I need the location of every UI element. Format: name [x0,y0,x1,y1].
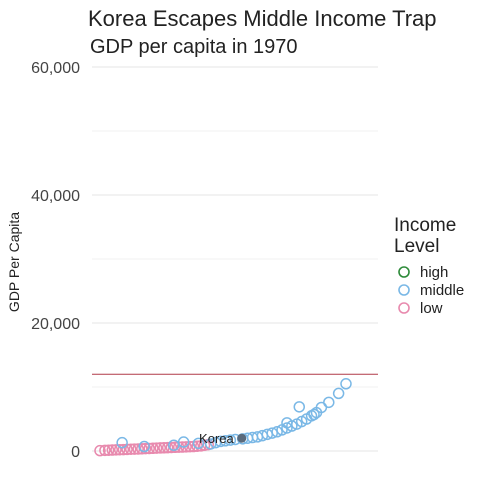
data-point-middle [192,437,205,450]
data-point-middle [138,440,151,453]
annotation-layer: Korea [199,431,247,446]
y-tick-label: 20,000 [31,316,80,333]
data-point-low [154,442,167,454]
data-point-low [125,443,137,455]
data-point-middle [224,434,237,446]
data-point-middle [308,408,320,421]
data-point-low [106,444,119,456]
legend-label-high: high [420,264,448,281]
data-point-low [132,443,144,455]
y-tick-label: 0 [71,444,80,461]
data-point-middle [281,417,293,429]
data-point-low [99,444,111,457]
legend-key-low [398,302,410,314]
legend-key-high [398,266,410,278]
legend-label-low: low [420,300,443,317]
data-points [94,378,352,457]
data-point-middle [271,426,283,438]
data-point-low [143,442,155,455]
legend-title-line-1: Income [394,215,456,236]
data-point-low [113,443,126,456]
data-point-middle [340,378,352,390]
data-point-low [110,444,122,456]
data-point-low [150,442,163,454]
data-point-middle [177,436,190,448]
data-point-middle [293,401,306,413]
y-tick-label: 60,000 [31,60,80,77]
data-point-middle [168,439,180,451]
data-point-low [117,443,130,456]
data-point-low [165,441,178,454]
data-point-middle [116,436,128,449]
data-point-low [136,443,148,455]
legend-key-middle [398,284,410,296]
data-point-low [161,441,174,454]
legend-label-middle: middle [420,282,464,299]
chart-title: Korea Escapes Middle Income Trap [88,6,437,31]
y-axis-ticks: 0 20,000 40,000 60,000 [31,60,80,461]
data-point-low [147,442,159,455]
y-tick-label: 40,000 [31,188,80,205]
annotation-point [237,433,247,443]
data-point-low [176,441,189,453]
data-point-low [94,444,106,457]
annotation-label: Korea [199,431,234,446]
data-point-middle [266,427,278,439]
data-point-low [102,444,115,456]
y-axis-title: GDP Per Capita [6,212,22,312]
data-point-middle [332,387,345,400]
data-point-middle [323,396,335,409]
gridlines [92,66,378,452]
legend-title-line-2: Level [394,236,439,257]
data-point-middle [281,422,293,434]
chart-subtitle: GDP per capita in 1970 [90,36,298,58]
